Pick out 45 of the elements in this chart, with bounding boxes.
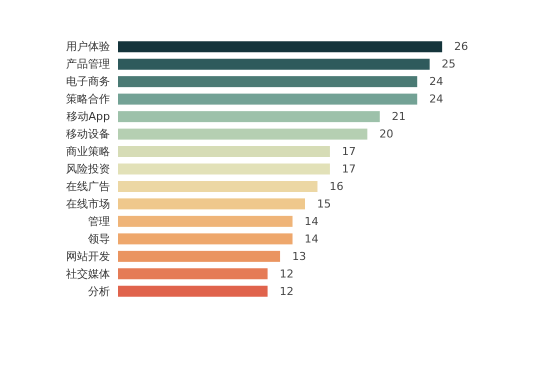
y-tick-label: 策略合作 [66, 92, 110, 106]
y-tick-label: 在线市场 [66, 197, 110, 210]
y-tick-label: 管理 [88, 214, 110, 228]
bar [118, 180, 318, 192]
bar [118, 41, 442, 52]
data-label: 21 [392, 110, 406, 124]
bar [118, 128, 368, 140]
data-label: 17 [342, 145, 356, 158]
y-tick-label: 在线广告 [66, 180, 110, 193]
data-label: 26 [454, 40, 468, 54]
y-tick-label: 分析 [88, 284, 110, 298]
data-label: 13 [292, 250, 306, 263]
y-tick-label: 网站开发 [66, 250, 110, 263]
data-label: 14 [304, 214, 319, 228]
y-tick-label: 移动设备 [66, 128, 110, 141]
data-label: 14 [304, 232, 319, 246]
y-tick-label: 商业策略 [66, 145, 110, 158]
data-label: 20 [379, 128, 394, 141]
bar [118, 111, 380, 122]
data-label: 24 [429, 92, 444, 106]
data-label: 12 [280, 267, 294, 280]
data-label: 15 [317, 197, 331, 210]
y-tick-label: 风险投资 [66, 162, 110, 176]
y-tick-label: 社交媒体 [66, 267, 110, 280]
y-tick-label: 产品管理 [66, 58, 110, 71]
y-tick-label: 电子商务 [66, 75, 110, 88]
y-tick-label: 移动App [66, 110, 110, 124]
bar [118, 146, 330, 158]
data-label: 25 [442, 58, 456, 71]
y-tick-label: 领导 [88, 232, 110, 246]
data-label: 17 [342, 162, 356, 176]
bar [118, 286, 268, 297]
bar [118, 250, 280, 262]
bar [118, 76, 418, 88]
y-tick-label: 用户体验 [66, 40, 110, 54]
data-label: 24 [429, 75, 444, 88]
bar [118, 216, 293, 227]
data-label: 12 [280, 284, 294, 298]
data-label: 16 [329, 180, 344, 193]
bar [118, 58, 430, 70]
bar [118, 94, 418, 105]
bar [118, 164, 330, 174]
bar [118, 233, 293, 244]
bar [118, 268, 268, 280]
bar [118, 198, 305, 210]
